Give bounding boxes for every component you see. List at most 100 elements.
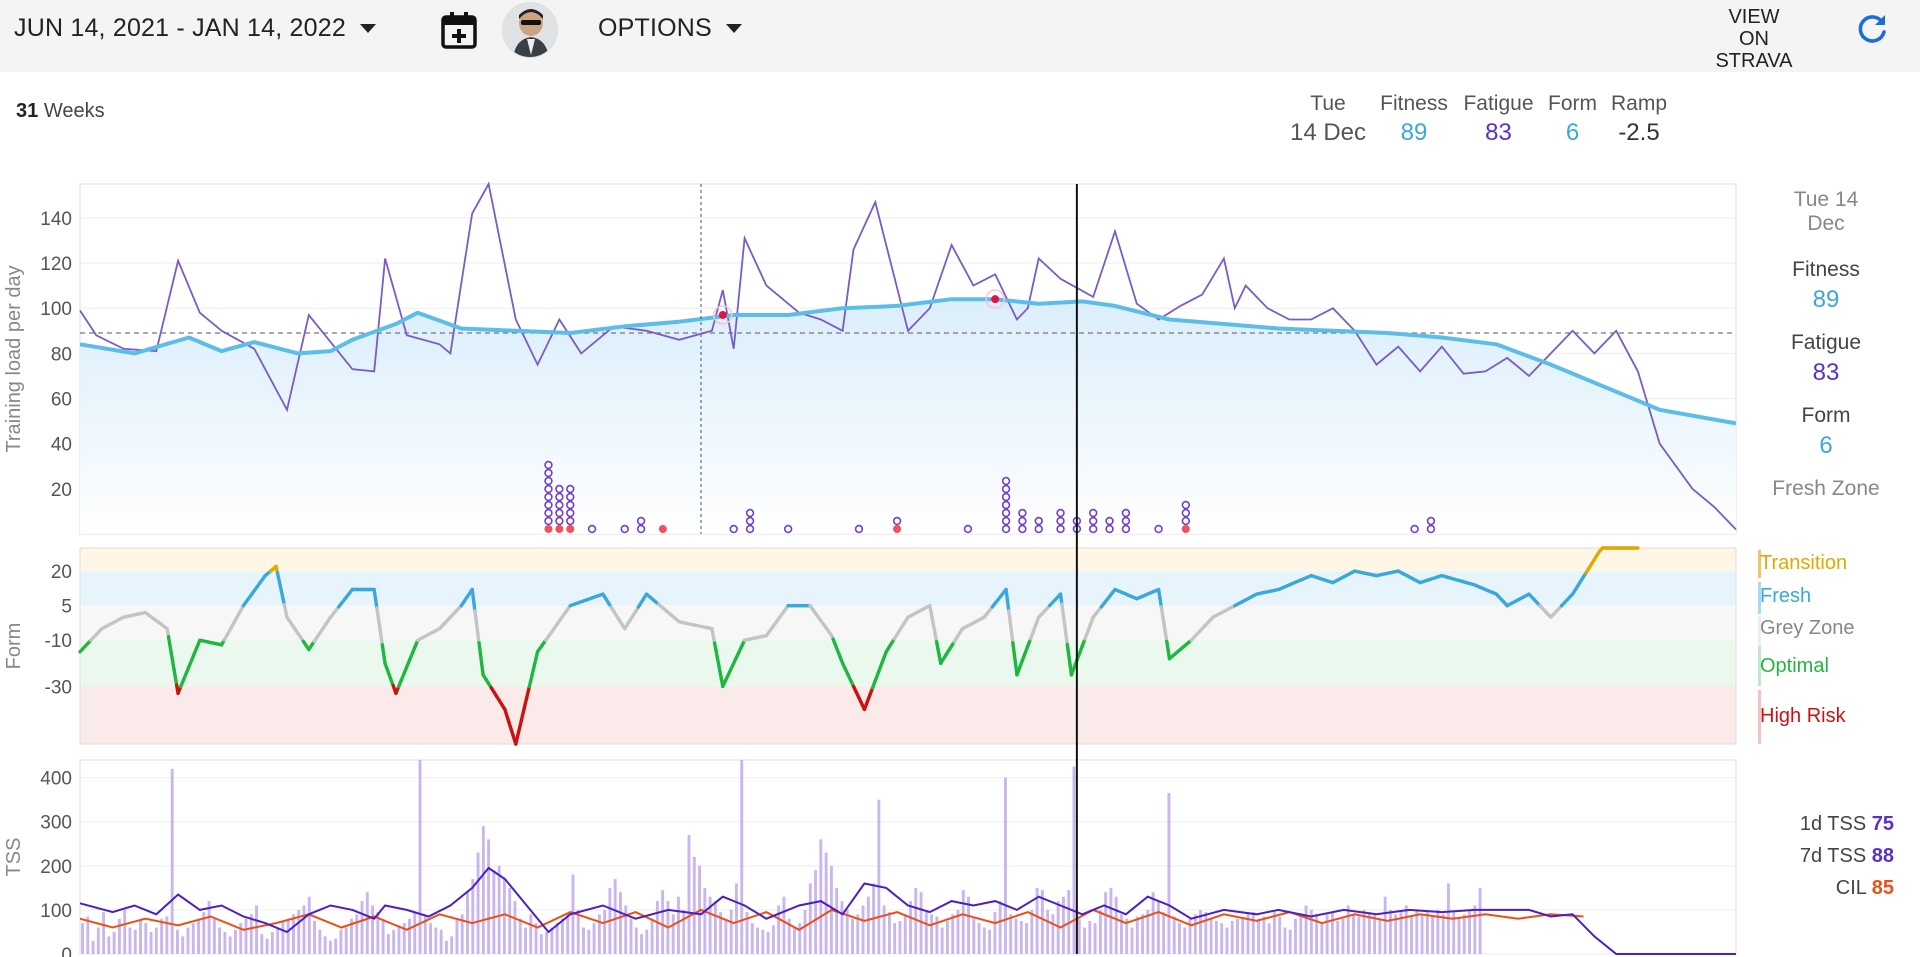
tss-bar <box>502 879 506 954</box>
tss-bar <box>1135 916 1139 954</box>
tss-chart[interactable]: 0 100 200 300 400 TSS <box>3 759 1737 957</box>
tss-bar <box>328 940 332 954</box>
tss-bar <box>845 909 849 954</box>
tss-bar <box>1141 914 1145 954</box>
tss-bar <box>191 923 195 954</box>
activity-dot <box>544 516 553 526</box>
tss-bar <box>466 892 469 954</box>
tss-bar <box>1441 914 1445 954</box>
tss-bar <box>856 914 860 954</box>
activity-dot <box>745 508 755 518</box>
form-chart[interactable]: 20 5 -10 -30 Form <box>3 546 1737 746</box>
tss-bar <box>645 929 649 954</box>
tss-bar <box>1373 914 1377 954</box>
activity-dot <box>1181 508 1191 518</box>
options-menu[interactable]: OPTIONS <box>598 14 742 43</box>
form-line-segment <box>1004 587 1010 602</box>
tss-bar <box>903 914 907 954</box>
date-range-label: JUN 14, 2021 - JAN 14, 2022 <box>14 14 346 42</box>
y-tick-label: 60 <box>51 390 72 411</box>
tss-bar <box>1125 918 1129 954</box>
tss-bar <box>935 916 939 954</box>
tss-bar <box>1352 914 1355 954</box>
tss-bar <box>212 918 216 954</box>
tss-bar <box>86 916 90 954</box>
tss-bar <box>1003 777 1007 954</box>
tss-bar <box>286 918 290 954</box>
form-line-segment <box>1008 619 1014 634</box>
race-dot <box>893 525 902 533</box>
tss-bar <box>1151 892 1155 954</box>
refresh-icon[interactable] <box>1854 12 1890 48</box>
tss-legend-7d-value: 88 <box>1871 845 1894 867</box>
tss-bar <box>455 918 459 954</box>
tss-bar <box>1309 909 1313 954</box>
form-zone-fresh <box>80 571 1736 606</box>
training-load-chart[interactable]: 20 40 60 80 100 120 140 Training load per day <box>3 181 1737 535</box>
tss-bar <box>851 918 854 954</box>
tss-bar <box>771 925 775 954</box>
tss-bar <box>1162 912 1166 954</box>
options-label: OPTIONS <box>598 14 712 42</box>
view-on-strava-link[interactable]: VIEW ON STRAVA <box>1712 6 1796 72</box>
sidebar-fitness: Fitness 89 <box>1756 258 1896 314</box>
sidebar-fitness-label: Fitness <box>1792 258 1860 281</box>
tss-bar <box>181 936 185 954</box>
activity-dot <box>1001 492 1011 502</box>
calendar-add-icon[interactable] <box>439 10 479 50</box>
tss-bar <box>861 905 865 954</box>
sidebar-form-label: Form <box>1801 404 1851 427</box>
activity-dot <box>892 516 902 526</box>
tss-legend-1d: 1d TSS 75 <box>1800 813 1894 836</box>
cil-line <box>79 908 1584 931</box>
tss-bar <box>386 934 390 954</box>
y-tick-label: 20 <box>51 480 72 501</box>
tss-bar <box>1204 912 1208 954</box>
tss-bar <box>355 914 359 954</box>
tss-bar <box>139 920 142 954</box>
tss-bar <box>782 896 786 954</box>
tss-bar <box>1420 914 1424 954</box>
summary-ramp-label: Ramp <box>1610 92 1668 115</box>
activity-dot <box>1154 524 1163 534</box>
form-line-segment <box>516 719 523 735</box>
sidebar-zone: Fresh Zone <box>1756 477 1896 501</box>
tss-bar <box>376 912 380 954</box>
form-zone-high-risk <box>80 686 1736 744</box>
tss-bar <box>967 896 970 954</box>
tss-legend-7d: 7d TSS 88 <box>1800 845 1894 868</box>
y-tick-label: 400 <box>40 769 72 790</box>
weeks-label: Weeks <box>43 100 105 122</box>
activity-dot <box>555 508 564 518</box>
form-line-segment <box>473 609 478 624</box>
tss-bar <box>1236 918 1239 954</box>
activity-dot <box>729 524 738 534</box>
form-zone-optimal <box>80 640 1736 687</box>
activity-dot <box>566 484 575 494</box>
tss-bar <box>1093 923 1097 954</box>
legend-optimal-label: Optimal <box>1760 655 1829 677</box>
tss-bar <box>692 857 696 954</box>
tss-bar <box>144 923 148 954</box>
tss-bar <box>413 912 417 954</box>
tss-bar <box>518 918 522 954</box>
tss-bar <box>96 927 100 954</box>
tss-bar <box>740 760 744 954</box>
tss-bar <box>798 923 802 954</box>
activity-dot <box>1056 524 1065 534</box>
date-range-selector[interactable]: JUN 14, 2021 - JAN 14, 2022 <box>14 14 376 43</box>
tss-bar <box>429 923 433 954</box>
tss-bar <box>761 929 765 954</box>
tss-bar <box>1104 892 1108 954</box>
form-line-segment <box>475 630 481 645</box>
tss-bar <box>1367 912 1371 954</box>
tss-bar <box>1046 909 1050 954</box>
avatar[interactable] <box>502 2 558 58</box>
tss-bar <box>1362 909 1366 954</box>
activity-dot <box>1089 508 1098 518</box>
activity-dot <box>1001 524 1011 534</box>
tss-bar <box>1241 918 1245 954</box>
activity-dot <box>1105 524 1114 534</box>
sidebar-fatigue-label: Fatigue <box>1790 331 1862 354</box>
